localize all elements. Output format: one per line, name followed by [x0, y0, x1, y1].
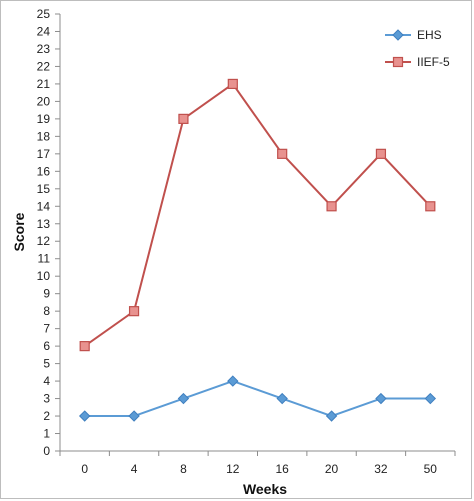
y-tick-label: 12	[37, 234, 51, 248]
x-tick-label: 50	[424, 462, 438, 476]
data-point-ehs	[177, 392, 190, 405]
x-axis-title: Weeks	[243, 481, 287, 497]
x-tick-label: 0	[81, 462, 88, 476]
data-point-iief-5	[326, 201, 337, 212]
data-point-iief-5	[425, 201, 436, 212]
data-point-iief-5	[227, 78, 238, 90]
x-tick-label: 12	[226, 462, 240, 476]
y-tick-label: 6	[43, 339, 50, 353]
x-tick-label: 20	[325, 462, 339, 476]
y-tick-label: 21	[37, 77, 51, 91]
data-point-ehs	[227, 375, 239, 387]
legend-label-iief-5: IIEF-5	[417, 55, 450, 69]
legend-marker-iief-5	[392, 56, 404, 68]
y-tick-label: 3	[43, 392, 50, 406]
y-tick-label: 9	[43, 287, 50, 301]
y-tick-label: 25	[37, 7, 51, 21]
y-tick-label: 19	[37, 112, 51, 126]
y-tick-label: 20	[37, 94, 51, 108]
data-point-ehs	[325, 410, 338, 422]
series-line-ehs	[84, 380, 431, 418]
series-line-iief-5	[84, 82, 432, 347]
y-tick-label: 8	[43, 304, 50, 318]
y-tick-label: 22	[37, 59, 51, 73]
y-tick-label: 11	[38, 252, 51, 266]
data-point-ehs	[375, 392, 387, 405]
y-tick-label: 17	[37, 147, 51, 161]
x-tick-label: 32	[374, 462, 388, 476]
x-tick-label: 4	[131, 462, 138, 476]
y-tick-label: 0	[43, 444, 50, 458]
legend-item-ehs: EHS	[385, 28, 442, 42]
data-point-ehs	[276, 392, 288, 405]
y-tick-label: 23	[37, 42, 51, 56]
legend-label-ehs: EHS	[417, 28, 442, 42]
legend: EHS IIEF-5	[385, 28, 450, 69]
data-point-iief-5	[128, 306, 140, 317]
data-point-iief-5	[277, 148, 288, 159]
x-tick-label: 16	[276, 462, 290, 476]
series-iief-5	[79, 78, 436, 352]
y-tick-label: 24	[37, 24, 51, 38]
data-point-iief-5	[79, 341, 90, 352]
data-point-ehs	[128, 410, 140, 422]
y-tick-label: 10	[37, 269, 51, 283]
y-tick-label: 1	[43, 427, 50, 441]
y-tick-label: 14	[37, 199, 51, 213]
y-tick-label: 5	[43, 357, 50, 371]
legend-item-iief-5: IIEF-5	[385, 55, 450, 69]
y-tick-label: 7	[43, 322, 50, 336]
y-tick-label: 16	[37, 164, 51, 178]
y-tick-label: 2	[43, 409, 50, 423]
x-tick-label: 8	[180, 462, 187, 476]
data-point-ehs	[78, 410, 91, 422]
y-tick-label: 18	[37, 129, 51, 143]
y-tick-label: 15	[37, 182, 51, 196]
data-point-iief-5	[375, 148, 387, 159]
data-point-iief-5	[178, 113, 189, 124]
y-tick-label: 4	[43, 374, 50, 388]
y-axis-title: Score	[11, 212, 27, 251]
y-tick-label: 13	[37, 217, 51, 231]
data-point-ehs	[424, 392, 437, 405]
series-ehs	[78, 375, 437, 422]
legend-marker-ehs	[392, 29, 404, 41]
